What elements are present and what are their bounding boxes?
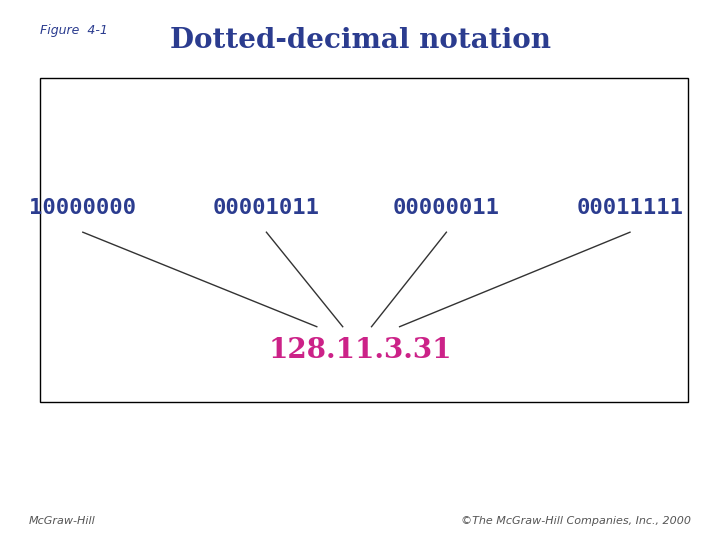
Text: McGraw-Hill: McGraw-Hill	[29, 516, 96, 526]
Text: Figure  4-1: Figure 4-1	[40, 24, 107, 37]
Text: 128.11.3.31: 128.11.3.31	[269, 338, 451, 364]
Bar	[40, 78, 688, 402]
Text: 00001011: 00001011	[213, 198, 320, 218]
Text: 00011111: 00011111	[577, 198, 683, 218]
Text: ©The McGraw-Hill Companies, Inc., 2000: ©The McGraw-Hill Companies, Inc., 2000	[462, 516, 691, 526]
Text: 10000000: 10000000	[30, 198, 136, 218]
Text: Dotted-decimal notation: Dotted-decimal notation	[169, 27, 551, 54]
Text: 00000011: 00000011	[393, 198, 500, 218]
